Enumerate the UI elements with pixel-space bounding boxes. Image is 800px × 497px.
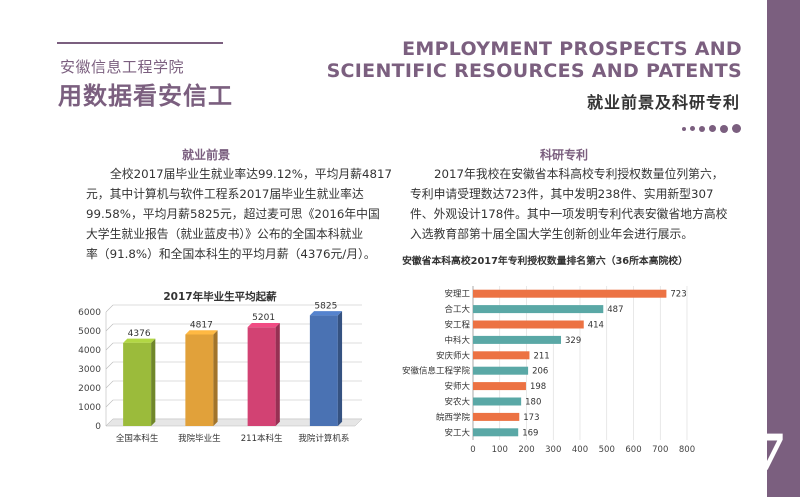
x-category-label: 211本科生: [241, 433, 283, 444]
bar-value-label: 206: [532, 367, 548, 377]
y-category-label: 安农大: [444, 397, 470, 408]
bar-side: [213, 330, 218, 426]
chinese-title: 就业前景及科研专利: [586, 93, 740, 112]
employment-line: 元，其中计算机与软件工程系2017届毕业生就业率达: [86, 187, 364, 201]
research-heading: 科研专利: [540, 148, 589, 162]
english-title-line-2: SCIENTIFIC RESOURCES AND PATENTS: [326, 60, 742, 82]
bar: [473, 397, 522, 406]
bar-front: [247, 327, 276, 426]
y-category-label: 安师大: [444, 381, 470, 392]
employment-line: 全校2017届毕业生就业率达99.12%，平均月薪4817: [110, 167, 392, 181]
x-tick-label: 400: [572, 445, 588, 455]
bar: [473, 382, 526, 391]
decorative-dots: [682, 118, 745, 133]
bar-value-label: 4817: [190, 320, 213, 330]
y-category-label: 中科大: [444, 335, 470, 346]
employment-line: 率（91.8%）和全国本科生的平均月薪（4376元/月）。: [86, 247, 376, 261]
bar: [473, 412, 520, 421]
y-tick-label: 3000: [78, 365, 101, 375]
bar-value-label: 487: [607, 305, 623, 315]
patent-chart-title: 安徽省本科高校2017年专利授权数量排名第六（36所本高院校）: [402, 254, 688, 267]
x-tick-label: 800: [679, 445, 695, 455]
y-category-label: 安工大: [444, 427, 470, 438]
bar-value-label: 198: [530, 382, 546, 392]
x-tick-label: 600: [625, 445, 641, 455]
x-tick-label: 0: [470, 445, 475, 455]
y-tick-label: 6000: [78, 308, 101, 318]
gridline-depth: [105, 399, 114, 408]
english-title: EMPLOYMENT PROSPECTS AND SCIENTIFIC RESO…: [327, 38, 742, 82]
english-title-line-1: EMPLOYMENT PROSPECTS AND: [402, 38, 742, 60]
bar: [473, 335, 562, 344]
y-tick-label: 1000: [78, 403, 101, 413]
bar-side: [151, 338, 156, 426]
employment-paragraph: 全校2017届毕业生就业率达99.12%，平均月薪4817 元，其中计算机与软件…: [86, 164, 392, 264]
bar-value-label: 329: [565, 336, 581, 346]
bar: [473, 305, 604, 314]
bar-value-label: 169: [522, 428, 538, 438]
y-category-label: 合工大: [444, 304, 470, 315]
y-tick-label: 4000: [78, 346, 101, 356]
research-line: 入选教育部第十届全国大学生创新创业年会进行展示。: [410, 227, 694, 241]
gridline-depth: [105, 304, 114, 313]
bar: [473, 320, 584, 329]
salary-bar-chart: 2017年毕业生平均起薪 0 1000 2000 3000 4000 5000 6000 437…: [78, 290, 363, 444]
page-slogan: 用数据看安信工: [58, 82, 233, 110]
salary-chart-title: 2017年毕业生平均起薪: [163, 290, 277, 303]
bar-value-label: 723: [670, 290, 686, 300]
bar-value-label: 414: [588, 321, 604, 331]
x-tick-label: 300: [545, 445, 561, 455]
y-tick-label: 5000: [78, 327, 101, 337]
employment-line: 99.58%，平均月薪5825元，超过麦可思《2016年中国: [86, 207, 380, 221]
header-rule: [57, 42, 223, 44]
bar: [473, 366, 529, 375]
gridline-depth: [105, 323, 114, 332]
x-tick-label: 200: [518, 445, 534, 455]
bar-value-label: 211: [533, 351, 549, 361]
bar-value-label: 180: [525, 398, 541, 408]
page-number: 7: [752, 423, 787, 482]
employment-heading: 就业前景: [182, 148, 231, 162]
employment-line: 大学生就业报告（就业蓝皮书）》公布的全国本科就业: [86, 227, 364, 241]
gridline-depth: [105, 380, 114, 389]
x-tick-label: 100: [492, 445, 508, 455]
research-line: 专利申请受理数达723件，其中发明238件、实用新型307: [410, 187, 714, 201]
bar: [473, 351, 530, 360]
y-category-label: 安工程: [444, 320, 470, 331]
x-tick-label: 700: [652, 445, 668, 455]
bar-value-label: 4376: [128, 329, 151, 339]
y-category-label: 皖西学院: [436, 412, 471, 423]
x-category-label: 全国本科生: [116, 433, 159, 444]
bar-value-label: 173: [523, 413, 539, 423]
x-category-label: 我院计算机系: [298, 433, 349, 444]
gridline-depth: [105, 342, 114, 351]
y-tick-label: 0: [95, 422, 101, 432]
y-category-label: 安徽信息工程学院: [402, 366, 471, 377]
research-line: 件、外观设计178件。其中一项发明专利代表安徽省地方高校: [410, 207, 728, 221]
side-band: [767, 0, 800, 497]
bar-side: [275, 322, 280, 426]
bar-top: [247, 322, 280, 328]
bar-front: [309, 315, 338, 426]
bar-top: [123, 338, 156, 343]
bar: [473, 289, 667, 298]
bar-front: [123, 342, 152, 426]
y-category-label: 安理工: [444, 289, 470, 300]
school-name: 安徽信息工程学院: [60, 58, 185, 76]
y-tick-label: 2000: [78, 384, 101, 394]
bar-value-label: 5825: [314, 301, 337, 311]
x-tick-label: 500: [599, 445, 615, 455]
y-category-label: 安庆师大: [436, 350, 471, 361]
bar: [473, 428, 519, 437]
research-line: 2017年我校在安徽省本科高校专利授权数量位列第六，: [434, 167, 724, 181]
research-paragraph: 2017年我校在安徽省本科高校专利授权数量位列第六， 专利申请受理数达723件，…: [410, 164, 750, 244]
bar-top: [185, 330, 218, 335]
bar-front: [185, 334, 214, 426]
patent-ranking-chart: 安徽省本科高校2017年专利授权数量排名第六（36所本高院校） 0 100 200 30…: [402, 254, 695, 455]
bar-value-label: 5201: [252, 313, 275, 323]
bar-top: [309, 311, 343, 316]
gridline-depth: [105, 361, 114, 370]
x-category-label: 我院毕业生: [178, 433, 221, 444]
bar-side: [337, 311, 343, 426]
